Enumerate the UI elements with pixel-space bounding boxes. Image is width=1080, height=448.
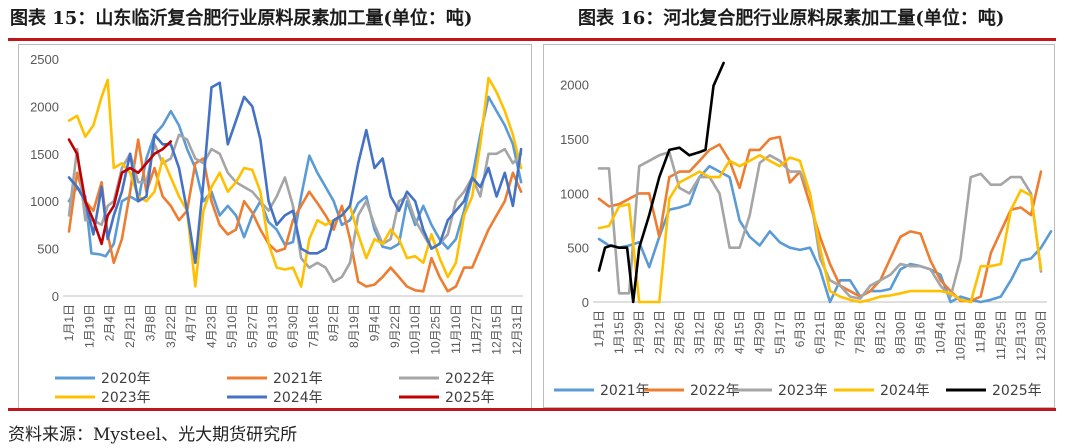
x-tick-label: 2月12日 xyxy=(652,310,666,354)
x-tick-label: 10月10日 xyxy=(408,304,422,355)
legend-label: 2023年 xyxy=(778,383,828,399)
legend-label: 2025年 xyxy=(445,390,495,406)
x-tick-label: 6月21日 xyxy=(813,310,827,354)
y-tick-label: 2000 xyxy=(560,78,589,93)
legend-label: 2025年 xyxy=(992,383,1042,399)
x-tick-label: 3月26日 xyxy=(713,310,727,354)
x-tick-label: 8月30日 xyxy=(893,310,907,354)
x-tick-label: 12月13日 xyxy=(1014,310,1028,361)
x-tick-label: 12月30日 xyxy=(1034,310,1048,361)
x-tick-label: 11月27日 xyxy=(469,304,483,354)
chart-title-left: 图表 15：山东临沂复合肥行业原料尿素加工量(单位：吨) xyxy=(10,8,473,29)
y-tick-label: 1500 xyxy=(560,132,589,147)
series-line-5 xyxy=(67,138,173,246)
x-tick-label: 7月26日 xyxy=(853,310,867,354)
series-line-2 xyxy=(67,133,523,284)
x-tick-label: 1月15日 xyxy=(612,310,626,354)
y-tick-label: 2500 xyxy=(30,52,59,67)
x-tick-label: 9月16日 xyxy=(913,310,927,354)
y-tick-label: 1000 xyxy=(30,194,59,209)
legend-label: 2024年 xyxy=(273,390,323,406)
x-tick-label: 1月19日 xyxy=(82,304,96,348)
y-tick-label: 0 xyxy=(582,295,589,310)
x-tick-label: 5月10日 xyxy=(225,304,239,348)
series-line-0 xyxy=(597,164,1053,304)
chart-panel-right: 0 500 1000 1500 2000 1月1日 1月15日 1月29日 2月12日 2月26日… xyxy=(543,44,1055,408)
x-tick-label: 8月12日 xyxy=(873,310,887,354)
y-tick-label: 1500 xyxy=(30,147,59,162)
x-tick-label: 10月25日 xyxy=(429,304,443,355)
header: 图表 15：山东临沂复合肥行业原料尿素加工量(单位：吨) 图表 16：河北复合肥… xyxy=(0,0,1080,36)
chart-title-right: 图表 16：河北复合肥行业原料尿素加工量(单位：吨) xyxy=(578,8,1005,29)
x-tick-label: 7月8日 xyxy=(833,310,847,347)
y-tick-label: 2000 xyxy=(30,99,59,114)
x-tick-label: 2月26日 xyxy=(672,310,686,354)
x-tick-label: 6月13日 xyxy=(266,304,280,348)
x-tick-label: 5月27日 xyxy=(245,304,259,348)
x-tick-label: 2月4日 xyxy=(103,304,117,341)
x-tick-label: 4月7日 xyxy=(184,304,198,341)
y-tick-label: 0 xyxy=(52,289,59,304)
x-tick-label: 1月29日 xyxy=(632,310,646,354)
x-tick-label: 4月23日 xyxy=(205,304,219,348)
y-tick-label: 500 xyxy=(567,241,589,256)
x-tick-label: 1月1日 xyxy=(62,304,76,341)
x-tick-label: 2月21日 xyxy=(123,304,137,348)
series-line-2 xyxy=(597,150,1043,300)
x-tick-label: 3月8日 xyxy=(143,304,157,341)
x-tick-label: 8月2日 xyxy=(327,304,341,341)
x-tick-label: 12月15日 xyxy=(490,304,504,355)
x-tick-label: 3月12日 xyxy=(692,310,706,354)
y-tick-label: 500 xyxy=(37,242,59,257)
x-tick-label: 6月30日 xyxy=(286,304,300,348)
chart-left: 0 500 1000 1500 2000 2500 1月1日 1月19日 2月4日 2月21日 3月… xyxy=(30,52,524,406)
x-tick-label: 10月4日 xyxy=(934,310,948,354)
chart-right: 0 500 1000 1500 2000 1月1日 1月15日 1月29日 2月12日 2月26日… xyxy=(554,61,1053,399)
x-tick-label: 11月8日 xyxy=(974,310,988,353)
series-line-3 xyxy=(597,154,1043,304)
x-tick-label: 12月31日 xyxy=(510,304,524,355)
x-tick-label: 9月4日 xyxy=(367,304,381,341)
x-tick-label: 10月21日 xyxy=(954,310,968,361)
x-tick-label: 7月16日 xyxy=(306,304,320,348)
series-line-0 xyxy=(67,95,523,258)
series-line-4 xyxy=(597,61,725,304)
legend-label: 2022年 xyxy=(445,371,495,387)
chart-panel-left: 0 500 1000 1500 2000 2500 1月1日 1月19日 2月4日 2月21日 3月… xyxy=(18,44,532,410)
legend-label: 2022年 xyxy=(690,383,740,399)
x-tick-label: 4月15日 xyxy=(733,310,747,354)
x-tick-label: 9月22日 xyxy=(388,304,402,348)
legend-label: 2021年 xyxy=(600,383,650,399)
x-tick-label: 11月25日 xyxy=(994,310,1008,360)
x-tick-label: 3月22日 xyxy=(164,304,178,348)
series-line-1 xyxy=(67,138,523,293)
footer-rule xyxy=(8,408,1056,411)
x-tick-label: 5月17日 xyxy=(773,310,787,354)
x-tick-label: 4月29日 xyxy=(753,310,767,354)
legend-label: 2024年 xyxy=(880,383,930,399)
x-tick-label: 8月19日 xyxy=(347,304,361,348)
series-line-4 xyxy=(67,81,523,265)
y-tick-label: 1000 xyxy=(560,186,589,201)
series-line-3 xyxy=(67,76,523,288)
x-tick-label: 1月1日 xyxy=(592,310,606,347)
x-tick-label: 11月10日 xyxy=(449,304,463,354)
x-tick-label: 6月3日 xyxy=(793,310,807,347)
legend-label: 2021年 xyxy=(273,371,323,387)
header-rule xyxy=(8,38,1056,41)
source-note: 资料来源：Mysteel、光大期货研究所 xyxy=(8,425,298,445)
legend-label: 2020年 xyxy=(101,371,151,387)
legend-label: 2023年 xyxy=(101,390,151,406)
